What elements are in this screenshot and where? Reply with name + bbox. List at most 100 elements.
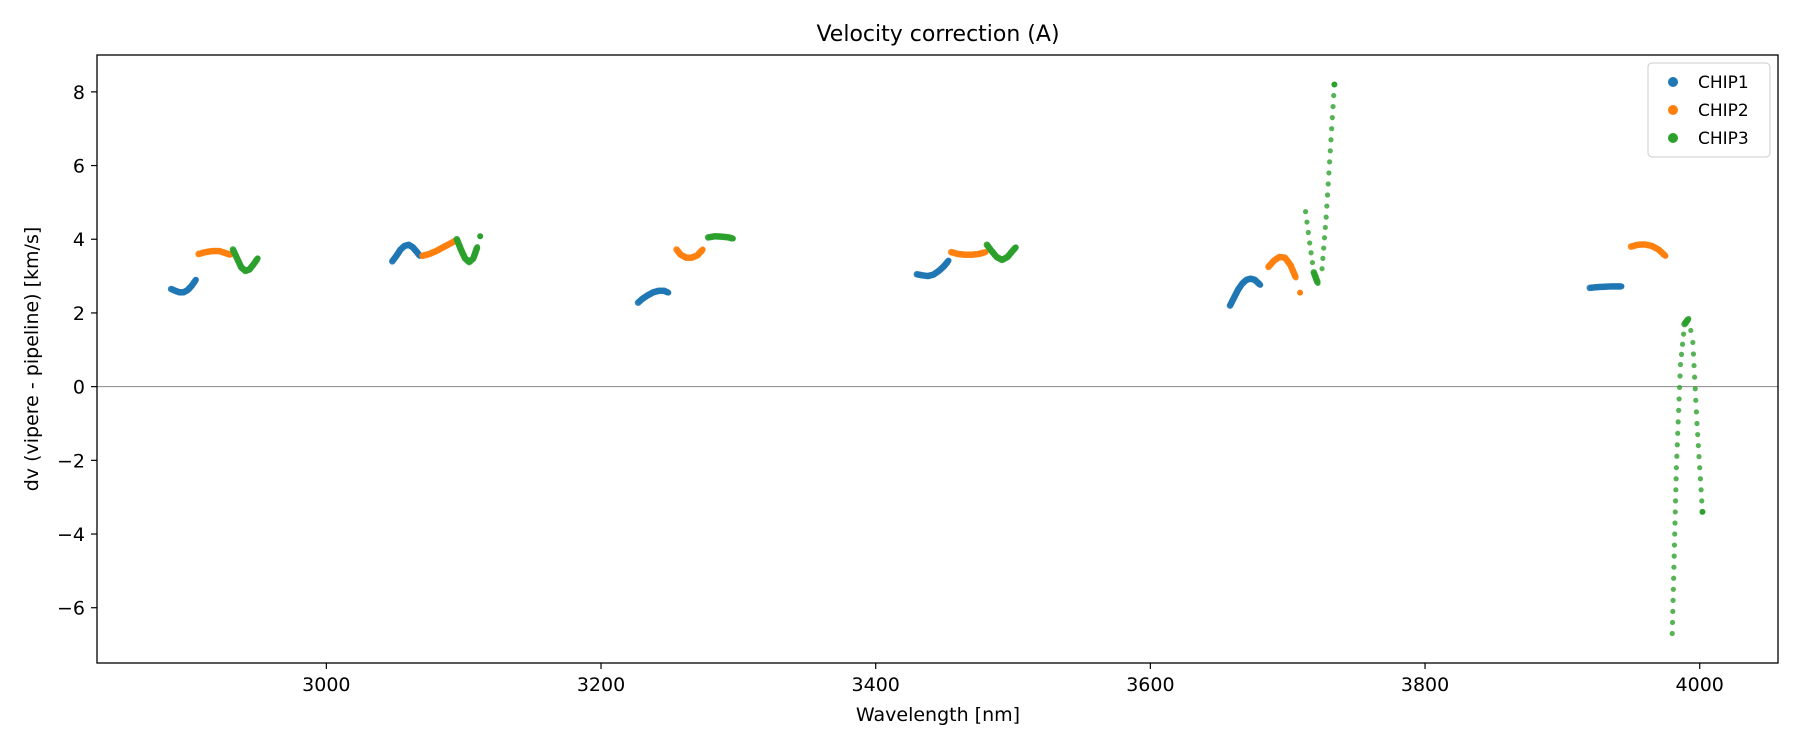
data-point bbox=[1669, 619, 1676, 626]
data-point bbox=[982, 249, 989, 256]
y-tick-label: −6 bbox=[57, 598, 85, 620]
data-point bbox=[1676, 396, 1682, 402]
data-point bbox=[1329, 115, 1335, 121]
data-point bbox=[1308, 250, 1314, 256]
data-point bbox=[1696, 454, 1702, 460]
data-point bbox=[1676, 407, 1682, 413]
data-point bbox=[1695, 431, 1701, 438]
data-point bbox=[1677, 373, 1683, 379]
y-tick-label: 6 bbox=[73, 156, 85, 178]
data-point bbox=[1677, 361, 1684, 368]
axes-layer: 3000 3200 3400 3600 3800 4000 −6 −4 −2 0 2 4 6 8 bbox=[57, 54, 1779, 696]
data-point bbox=[1319, 266, 1325, 272]
data-point bbox=[1697, 465, 1703, 471]
data-point bbox=[1324, 203, 1330, 209]
data-point bbox=[1678, 351, 1685, 357]
y-tick-label: 8 bbox=[73, 82, 85, 104]
data-point bbox=[699, 246, 706, 253]
data-point bbox=[1293, 275, 1299, 281]
y-tick-label: 4 bbox=[73, 229, 85, 251]
data-point bbox=[1695, 442, 1701, 449]
data-point bbox=[1690, 351, 1697, 357]
data-point bbox=[1670, 586, 1676, 592]
legend-box bbox=[1647, 62, 1771, 158]
data-point bbox=[1328, 137, 1334, 143]
data-point bbox=[1690, 339, 1696, 346]
data-point bbox=[1674, 442, 1680, 448]
y-tick-label: 0 bbox=[73, 377, 85, 399]
x-tick-label: 3400 bbox=[852, 674, 900, 696]
data-point bbox=[1679, 341, 1686, 347]
data-point bbox=[1671, 542, 1678, 548]
data-point bbox=[1670, 608, 1676, 615]
data-point bbox=[1323, 214, 1329, 220]
data-point bbox=[1688, 327, 1694, 334]
legend-marker bbox=[1668, 105, 1678, 115]
data-point bbox=[1304, 219, 1310, 225]
data-point bbox=[1676, 384, 1683, 391]
data-point bbox=[1669, 630, 1675, 637]
data-point bbox=[1302, 209, 1309, 215]
data-point bbox=[1257, 281, 1264, 288]
x-tick-label: 3800 bbox=[1401, 674, 1449, 696]
y-tick-label: −4 bbox=[57, 524, 85, 546]
data-point bbox=[474, 244, 481, 250]
series-chip2 bbox=[195, 236, 1669, 296]
data-point bbox=[1670, 597, 1676, 603]
data-point bbox=[1672, 509, 1678, 515]
data-point bbox=[1326, 170, 1332, 176]
data-point bbox=[1330, 103, 1336, 110]
data-point bbox=[1699, 508, 1706, 515]
data-point bbox=[729, 235, 736, 242]
legend-marker bbox=[1668, 133, 1678, 143]
data-point bbox=[1331, 81, 1338, 88]
data-point bbox=[1673, 476, 1679, 482]
data-point bbox=[1305, 229, 1311, 236]
data-point bbox=[1674, 453, 1680, 459]
data-point bbox=[1307, 240, 1313, 246]
data-points-layer bbox=[167, 81, 1706, 637]
x-tick-label: 4000 bbox=[1676, 674, 1724, 696]
data-point bbox=[1309, 259, 1316, 266]
data-point bbox=[1331, 92, 1337, 99]
data-point bbox=[1675, 419, 1681, 425]
legend-label: CHIP1 bbox=[1698, 73, 1749, 93]
data-point bbox=[1692, 386, 1698, 392]
data-point bbox=[1671, 575, 1677, 581]
chart-title: Velocity correction (A) bbox=[816, 22, 1059, 47]
data-point bbox=[1697, 476, 1703, 482]
data-point bbox=[1321, 245, 1327, 251]
data-point bbox=[1618, 283, 1625, 290]
legend-label: CHIP3 bbox=[1698, 129, 1749, 149]
data-point bbox=[1686, 315, 1692, 322]
data-point bbox=[1671, 564, 1677, 570]
data-point bbox=[1012, 244, 1019, 251]
plot-frame bbox=[96, 54, 1779, 664]
data-point bbox=[1325, 181, 1331, 187]
data-point bbox=[665, 289, 672, 296]
data-point bbox=[1680, 331, 1687, 337]
data-point bbox=[1699, 498, 1705, 504]
y-tick-label: −2 bbox=[57, 450, 85, 472]
data-point bbox=[1672, 520, 1678, 526]
data-point bbox=[1321, 235, 1328, 241]
x-tick-label: 3200 bbox=[577, 674, 625, 696]
data-point bbox=[1329, 126, 1335, 132]
legend-label: CHIP2 bbox=[1698, 101, 1749, 121]
legend: CHIP1 CHIP2 CHIP3 bbox=[1647, 62, 1771, 158]
data-point bbox=[1693, 397, 1699, 403]
data-point bbox=[192, 276, 199, 283]
data-point bbox=[1327, 159, 1333, 165]
data-point bbox=[1327, 148, 1333, 154]
x-axis-label: Wavelength [nm] bbox=[856, 704, 1020, 726]
data-point bbox=[945, 257, 952, 264]
data-point bbox=[1675, 430, 1681, 436]
legend-marker bbox=[1668, 77, 1678, 87]
data-point bbox=[254, 255, 261, 262]
data-point bbox=[1694, 420, 1700, 427]
x-tick-label: 3000 bbox=[302, 674, 350, 696]
y-tick-label: 2 bbox=[73, 303, 85, 325]
data-point bbox=[1672, 498, 1679, 504]
